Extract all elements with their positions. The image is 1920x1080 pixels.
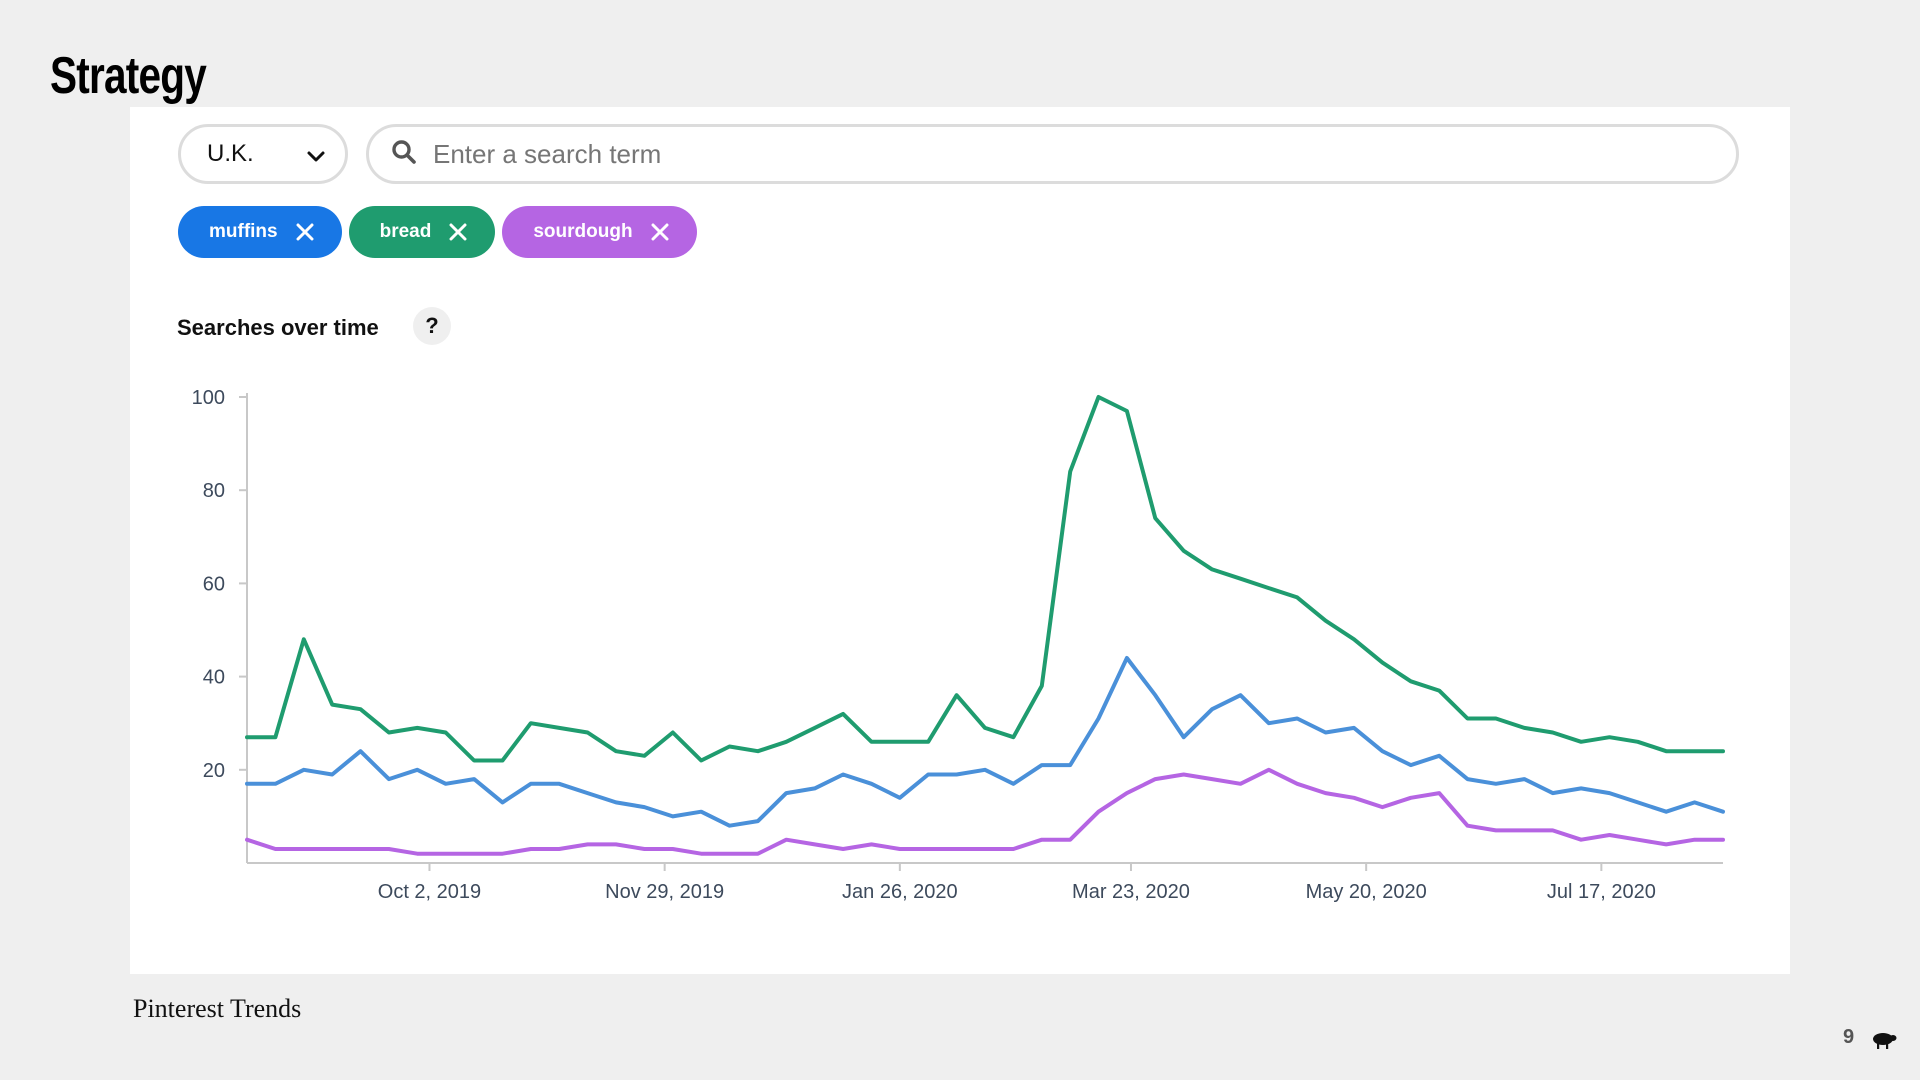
chip-bread[interactable]: bread [348, 206, 496, 258]
y-tick-label: 60 [203, 573, 225, 595]
close-icon[interactable] [296, 223, 314, 241]
searches-over-time-chart: 20 40 60 80 100 Oct 2, 2019 Nov 29, 2019 Jan 26… [192, 387, 1725, 903]
x-tick-label: Jul 17, 2020 [1547, 881, 1656, 903]
series-line-muffins [245, 656, 1725, 828]
y-tick-label: 20 [203, 760, 225, 782]
chip-label: muffins [209, 221, 278, 242]
y-tick-label: 80 [203, 480, 225, 502]
trends-panel: U.K. muffins bread sourdough Searches ov… [130, 107, 1790, 974]
series-line-bread [245, 395, 1725, 763]
region-select-value: U.K. [207, 140, 254, 167]
chip-muffins[interactable]: muffins [178, 206, 342, 258]
region-select[interactable]: U.K. [178, 124, 348, 184]
chip-label: sourdough [533, 221, 633, 242]
slide-title: Strategy [50, 47, 207, 105]
x-tick-label: Jan 26, 2020 [842, 881, 958, 903]
x-tick-label: Nov 29, 2019 [605, 881, 724, 903]
close-icon[interactable] [651, 223, 669, 241]
help-button[interactable]: ? [413, 307, 451, 345]
sheep-logo-icon [1870, 1030, 1898, 1055]
page-number: 9 [1843, 1026, 1855, 1048]
x-tick-label: May 20, 2020 [1306, 881, 1427, 903]
search-term-chips: muffins bread sourdough [178, 206, 697, 258]
y-tick-label: 100 [192, 387, 225, 409]
search-icon [391, 139, 417, 170]
chart-title: Searches over time [177, 315, 379, 340]
chip-label: bread [379, 221, 432, 242]
search-input[interactable] [431, 137, 1635, 171]
close-icon[interactable] [449, 223, 467, 241]
x-tick-label: Mar 23, 2020 [1072, 881, 1190, 903]
x-tick-label: Oct 2, 2019 [378, 881, 481, 903]
y-tick-label: 40 [203, 667, 225, 689]
source-caption: Pinterest Trends [133, 994, 302, 1023]
search-box [366, 124, 1739, 184]
chip-sourdough[interactable]: sourdough [502, 206, 697, 258]
series-line-sourdough [245, 767, 1725, 856]
chevron-down-icon [305, 146, 327, 173]
